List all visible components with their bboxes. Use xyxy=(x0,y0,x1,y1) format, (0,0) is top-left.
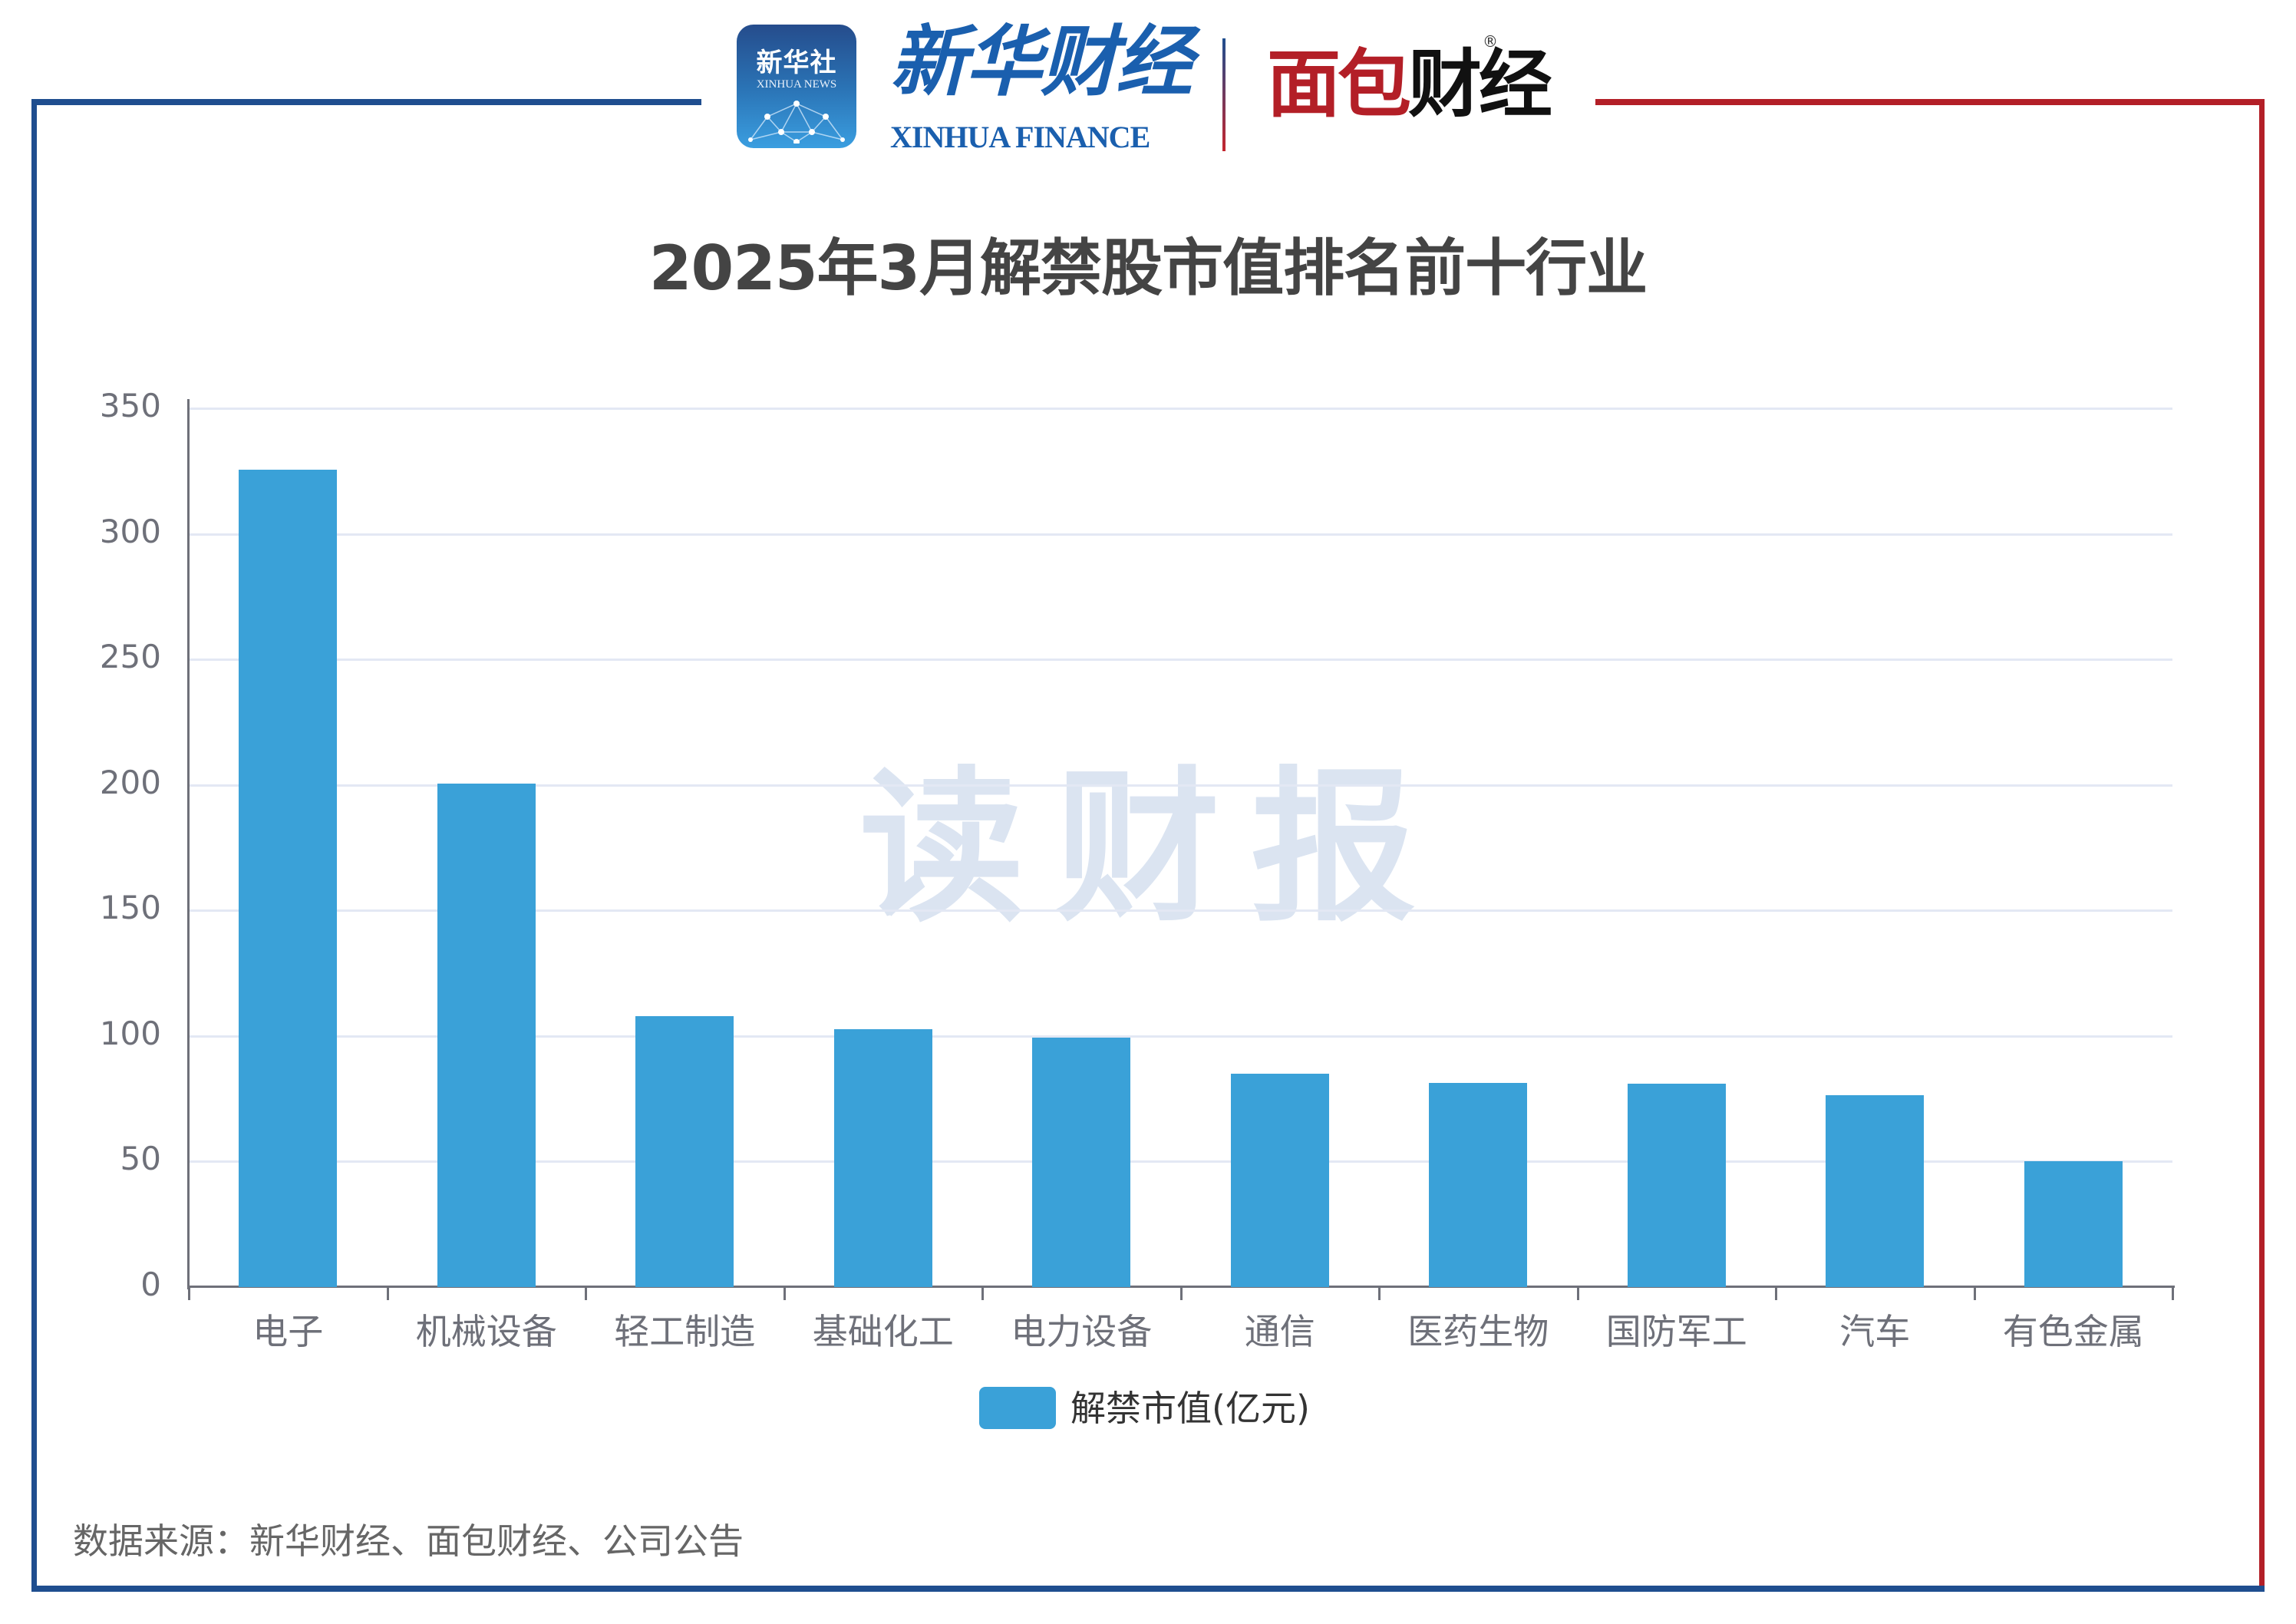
bar-6[interactable] xyxy=(1230,1074,1329,1287)
gridline xyxy=(189,909,2172,913)
logo-divider xyxy=(1222,38,1226,151)
y-axis-tick-label: 300 xyxy=(99,512,161,550)
chart-title: 2025年3月解禁股市值排名前十行业 xyxy=(648,233,1648,304)
x-axis-tick xyxy=(1775,1286,1777,1300)
bar-10[interactable] xyxy=(2024,1161,2123,1287)
x-axis-category-label: 有色金属 xyxy=(2002,1311,2144,1352)
bar-4[interactable] xyxy=(833,1028,932,1287)
x-axis-category-label: 国防军工 xyxy=(1605,1311,1747,1352)
plot-area xyxy=(189,408,2172,1287)
frame-top-border-blue xyxy=(31,99,701,105)
x-axis-tick xyxy=(1576,1286,1579,1300)
gridline xyxy=(189,408,2172,410)
bar-2[interactable] xyxy=(437,783,536,1287)
legend-swatch[interactable] xyxy=(979,1387,1056,1429)
frame-bottom-border xyxy=(31,1586,2265,1592)
gridline xyxy=(189,533,2172,536)
gridline xyxy=(189,1160,2172,1164)
y-axis-tick-label: 250 xyxy=(99,638,161,676)
data-source-note: 数据来源：新华财经、面包财经、公司公告 xyxy=(73,1520,744,1562)
gridline xyxy=(189,659,2172,662)
y-axis-tick-label: 100 xyxy=(99,1014,161,1052)
frame-left-border xyxy=(31,99,37,1592)
gridline xyxy=(189,1035,2172,1038)
y-axis-tick-label: 50 xyxy=(120,1140,161,1178)
xinhua-news-logo-icon: 新华社 XINHUA NEWS xyxy=(737,25,856,148)
x-axis-category-label: 轻工制造 xyxy=(614,1311,756,1352)
x-axis-tick xyxy=(585,1286,587,1300)
x-axis-tick xyxy=(188,1286,190,1300)
mianbao-finance-logo: 面包财经 xyxy=(1267,38,1552,130)
bar-1[interactable] xyxy=(239,470,338,1287)
x-axis-tick xyxy=(386,1286,389,1300)
x-axis-tick xyxy=(1378,1286,1381,1300)
network-globe-icon xyxy=(748,101,845,144)
x-axis-tick xyxy=(2172,1286,2174,1300)
xinhua-finance-logo-en: XINHUA FINANCE xyxy=(890,120,1150,154)
x-axis-category-label: 医药生物 xyxy=(1407,1311,1549,1352)
y-axis-line xyxy=(187,399,190,1289)
bar-9[interactable] xyxy=(1826,1095,1925,1287)
x-axis-tick xyxy=(981,1286,984,1300)
registered-mark-icon: ® xyxy=(1483,32,1498,51)
x-axis-tick xyxy=(1973,1286,1976,1300)
x-axis-category-label: 电子 xyxy=(252,1311,324,1352)
mianbao-logo-black-part: 财经 xyxy=(1408,41,1552,127)
frame-top-border-red xyxy=(1595,99,2265,105)
bar-5[interactable] xyxy=(1032,1038,1131,1287)
y-axis-tick-label: 150 xyxy=(99,889,161,927)
bar-7[interactable] xyxy=(1429,1083,1528,1287)
gridline xyxy=(189,784,2172,787)
x-axis-category-label: 机械设备 xyxy=(415,1311,557,1352)
y-axis-tick-label: 350 xyxy=(99,387,161,424)
legend-label[interactable]: 解禁市值(亿元) xyxy=(1070,1388,1310,1429)
y-axis-tick-label: 0 xyxy=(140,1266,161,1303)
bar-3[interactable] xyxy=(635,1016,734,1287)
x-axis-category-label: 通信 xyxy=(1244,1311,1315,1352)
xinhua-icon-en-text: XINHUA NEWS xyxy=(756,78,837,91)
frame-right-border xyxy=(2259,99,2265,1592)
xinhua-icon-cn-text: 新华社 xyxy=(756,48,837,78)
x-axis-category-label: 基础化工 xyxy=(812,1311,954,1352)
x-axis-tick xyxy=(1179,1286,1183,1300)
mianbao-logo-red-part: 面包 xyxy=(1267,41,1411,127)
bar-8[interactable] xyxy=(1627,1084,1726,1287)
x-axis-category-label: 汽车 xyxy=(1839,1311,1911,1352)
x-axis-category-label: 电力设备 xyxy=(1011,1311,1153,1352)
xinhua-finance-logo-text: 新华财经 xyxy=(890,16,1193,107)
x-axis-tick xyxy=(783,1286,786,1300)
y-axis-tick-label: 200 xyxy=(99,763,161,801)
